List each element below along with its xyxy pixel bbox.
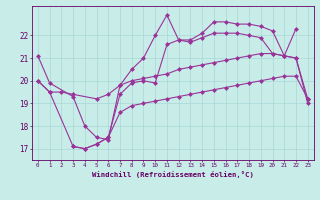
X-axis label: Windchill (Refroidissement éolien,°C): Windchill (Refroidissement éolien,°C): [92, 171, 254, 178]
